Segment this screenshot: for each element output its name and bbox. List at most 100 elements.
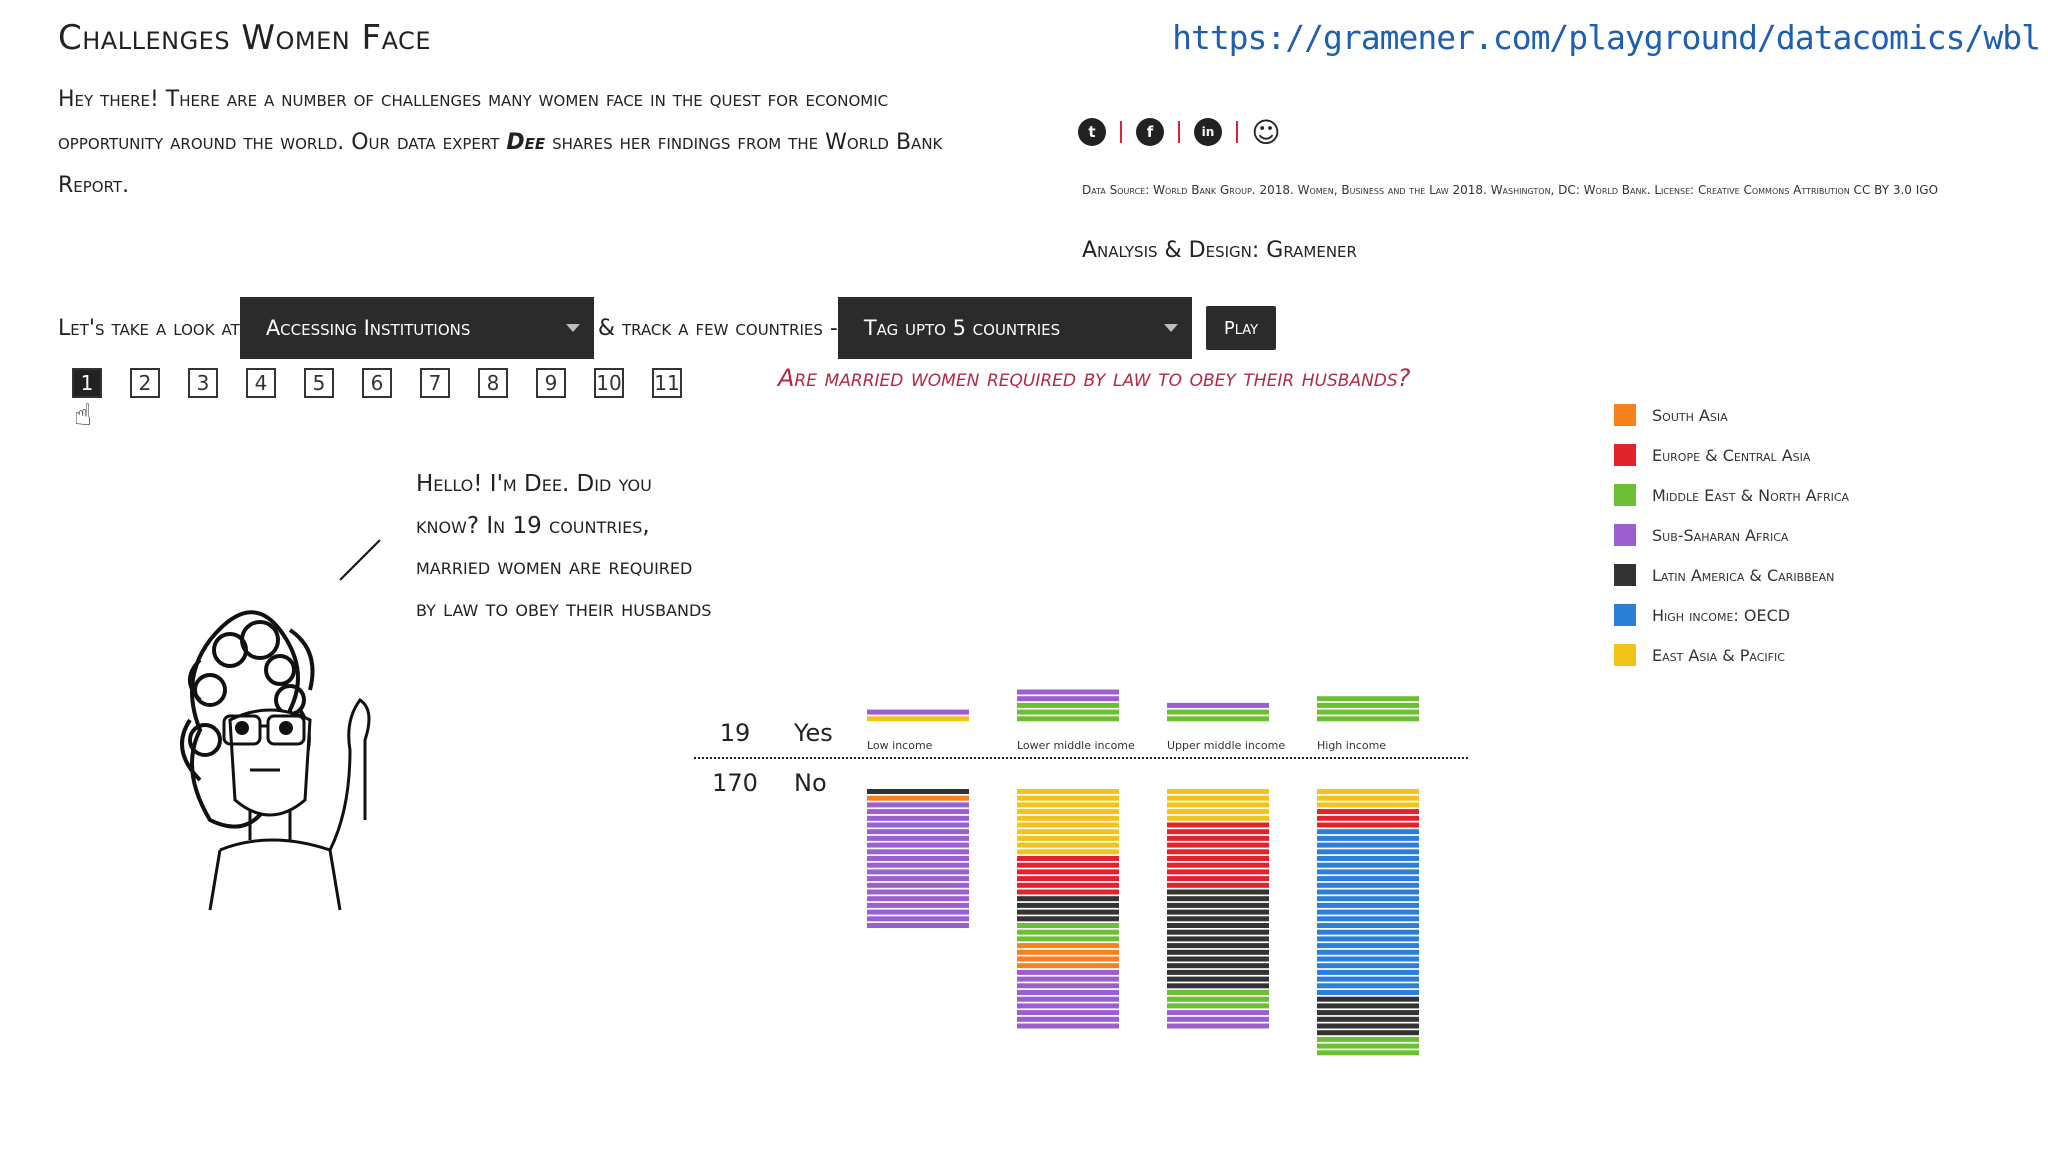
no-country-mark-high-income[interactable] [1317, 795, 1419, 801]
no-country-mark-high-income[interactable] [1317, 943, 1419, 949]
yes-country-mark-lower-middle-income[interactable] [1017, 702, 1119, 708]
no-country-mark-lower-middle-income[interactable] [1017, 802, 1119, 808]
no-country-mark-upper-middle-income[interactable] [1167, 976, 1269, 982]
no-country-mark-lower-middle-income[interactable] [1017, 1003, 1119, 1009]
yes-country-mark-upper-middle-income[interactable] [1167, 716, 1269, 722]
page-button-8[interactable]: 8 [478, 368, 508, 398]
no-country-mark-lower-middle-income[interactable] [1017, 882, 1119, 888]
no-country-mark-high-income[interactable] [1317, 815, 1419, 821]
no-country-mark-upper-middle-income[interactable] [1167, 849, 1269, 855]
no-country-mark-low-income[interactable] [867, 795, 969, 801]
no-country-mark-high-income[interactable] [1317, 1016, 1419, 1022]
no-country-mark-lower-middle-income[interactable] [1017, 963, 1119, 969]
no-country-mark-upper-middle-income[interactable] [1167, 923, 1269, 928]
no-country-mark-upper-middle-income[interactable] [1167, 802, 1269, 808]
no-country-mark-upper-middle-income[interactable] [1167, 809, 1269, 815]
no-country-mark-lower-middle-income[interactable] [1017, 835, 1119, 841]
no-country-mark-high-income[interactable] [1317, 829, 1419, 835]
no-country-mark-high-income[interactable] [1317, 949, 1419, 955]
no-country-mark-upper-middle-income[interactable] [1167, 1010, 1269, 1016]
yes-country-mark-lower-middle-income[interactable] [1017, 696, 1119, 702]
no-country-mark-high-income[interactable] [1317, 1030, 1419, 1036]
no-country-mark-high-income[interactable] [1317, 876, 1419, 882]
no-country-mark-high-income[interactable] [1317, 1036, 1419, 1042]
no-country-mark-low-income[interactable] [867, 896, 969, 902]
no-country-mark-high-income[interactable] [1317, 996, 1419, 1002]
no-country-mark-upper-middle-income[interactable] [1167, 835, 1269, 841]
no-country-mark-low-income[interactable] [867, 835, 969, 841]
no-country-mark-high-income[interactable] [1317, 1043, 1419, 1049]
no-country-mark-upper-middle-income[interactable] [1167, 916, 1269, 922]
no-country-mark-lower-middle-income[interactable] [1017, 936, 1119, 942]
no-country-mark-high-income[interactable] [1317, 923, 1419, 928]
no-country-mark-high-income[interactable] [1317, 842, 1419, 848]
no-country-mark-upper-middle-income[interactable] [1167, 882, 1269, 888]
no-country-mark-lower-middle-income[interactable] [1017, 943, 1119, 949]
no-country-mark-high-income[interactable] [1317, 809, 1419, 815]
legend-item[interactable]: Sub-Saharan Africa [1614, 515, 1849, 555]
no-country-mark-lower-middle-income[interactable] [1017, 789, 1119, 794]
page-button-6[interactable]: 6 [362, 368, 392, 398]
yes-country-mark-high-income[interactable] [1317, 709, 1419, 715]
no-country-mark-high-income[interactable] [1317, 862, 1419, 868]
no-country-mark-lower-middle-income[interactable] [1017, 896, 1119, 902]
no-country-mark-low-income[interactable] [867, 889, 969, 895]
countries-dropdown[interactable]: Tag upto 5 countries [837, 297, 1192, 359]
no-country-mark-lower-middle-income[interactable] [1017, 842, 1119, 848]
no-country-mark-upper-middle-income[interactable] [1167, 936, 1269, 942]
no-country-mark-lower-middle-income[interactable] [1017, 869, 1119, 875]
no-country-mark-upper-middle-income[interactable] [1167, 909, 1269, 915]
no-country-mark-high-income[interactable] [1317, 929, 1419, 935]
no-country-mark-upper-middle-income[interactable] [1167, 822, 1269, 828]
yes-country-mark-high-income[interactable] [1317, 702, 1419, 708]
no-country-mark-high-income[interactable] [1317, 983, 1419, 989]
no-country-mark-high-income[interactable] [1317, 802, 1419, 808]
no-country-mark-high-income[interactable] [1317, 1050, 1419, 1056]
no-country-mark-high-income[interactable] [1317, 896, 1419, 902]
no-country-mark-upper-middle-income[interactable] [1167, 1016, 1269, 1022]
no-country-mark-high-income[interactable] [1317, 969, 1419, 975]
no-country-mark-lower-middle-income[interactable] [1017, 990, 1119, 995]
no-country-mark-high-income[interactable] [1317, 902, 1419, 908]
no-country-mark-low-income[interactable] [867, 882, 969, 888]
linkedin-icon[interactable]: in [1194, 118, 1222, 146]
no-country-mark-high-income[interactable] [1317, 990, 1419, 995]
page-button-4[interactable]: 4 [246, 368, 276, 398]
page-button-11[interactable]: 11 [652, 368, 682, 398]
yes-country-mark-lower-middle-income[interactable] [1017, 689, 1119, 695]
no-country-mark-low-income[interactable] [867, 862, 969, 868]
no-country-mark-lower-middle-income[interactable] [1017, 996, 1119, 1002]
play-button[interactable]: Play [1205, 306, 1277, 350]
no-country-mark-lower-middle-income[interactable] [1017, 889, 1119, 895]
no-country-mark-lower-middle-income[interactable] [1017, 1016, 1119, 1022]
page-button-10[interactable]: 10 [594, 368, 624, 398]
no-country-mark-low-income[interactable] [867, 916, 969, 922]
legend-item[interactable]: Latin America & Caribbean [1614, 555, 1849, 595]
no-country-mark-high-income[interactable] [1317, 963, 1419, 969]
no-country-mark-upper-middle-income[interactable] [1167, 856, 1269, 861]
no-country-mark-high-income[interactable] [1317, 882, 1419, 888]
no-country-mark-upper-middle-income[interactable] [1167, 862, 1269, 868]
no-country-mark-high-income[interactable] [1317, 789, 1419, 794]
no-country-mark-low-income[interactable] [867, 789, 969, 794]
no-country-mark-high-income[interactable] [1317, 916, 1419, 922]
yes-country-mark-low-income[interactable] [867, 716, 969, 722]
page-button-9[interactable]: 9 [536, 368, 566, 398]
no-country-mark-high-income[interactable] [1317, 849, 1419, 855]
no-country-mark-lower-middle-income[interactable] [1017, 949, 1119, 955]
yes-country-mark-upper-middle-income[interactable] [1167, 702, 1269, 708]
yes-country-mark-low-income[interactable] [867, 709, 969, 715]
no-country-mark-lower-middle-income[interactable] [1017, 902, 1119, 908]
no-country-mark-high-income[interactable] [1317, 936, 1419, 942]
no-country-mark-low-income[interactable] [867, 809, 969, 815]
page-button-1[interactable]: 1 [72, 368, 102, 398]
no-country-mark-lower-middle-income[interactable] [1017, 929, 1119, 935]
no-country-mark-upper-middle-income[interactable] [1167, 815, 1269, 821]
no-country-mark-upper-middle-income[interactable] [1167, 983, 1269, 989]
no-country-mark-high-income[interactable] [1317, 835, 1419, 841]
no-country-mark-upper-middle-income[interactable] [1167, 996, 1269, 1002]
no-country-mark-upper-middle-income[interactable] [1167, 943, 1269, 949]
no-country-mark-upper-middle-income[interactable] [1167, 929, 1269, 935]
yes-country-mark-high-income[interactable] [1317, 716, 1419, 722]
twitter-icon[interactable]: t [1078, 118, 1106, 146]
